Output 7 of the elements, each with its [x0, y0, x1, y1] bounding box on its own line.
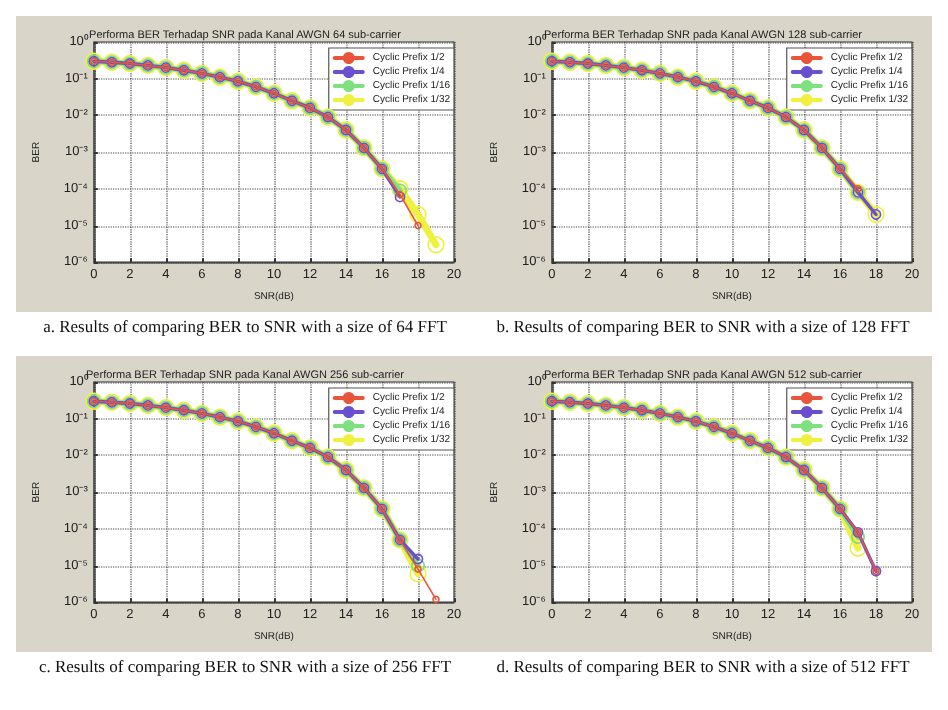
text: a. Results of comparing BER to SNR with a size of 64 FFT — [41, 316, 449, 336]
text: b. Results of comparing BER to SNR with a size of 128 FFT — [494, 316, 912, 336]
text: c. Results of comparing BER to SNR with a size of 256 FFT — [36, 656, 454, 676]
point — [409, 205, 427, 224]
point — [427, 236, 445, 254]
text: d. Results of comparing BER to SNR with a size of 512 FFT — [494, 656, 912, 676]
point — [409, 565, 427, 583]
